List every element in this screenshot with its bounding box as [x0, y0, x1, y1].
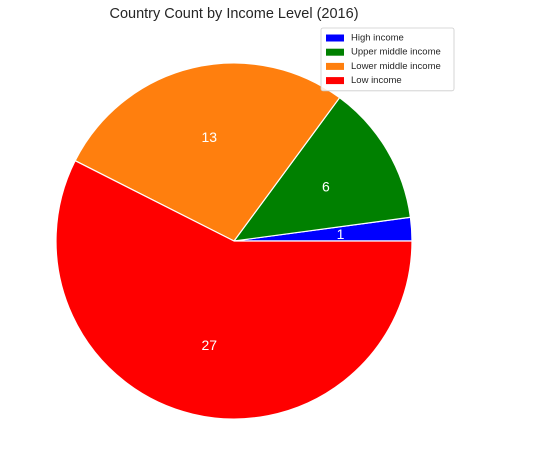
- legend-swatch-lower-middle-income: [326, 62, 344, 70]
- legend-frame: [320, 27, 455, 92]
- slice-value-label-upper-middle-income: 6: [322, 179, 330, 195]
- slice-value-label-high-income: 1: [337, 226, 345, 242]
- legend-label-high-income: High income: [351, 33, 404, 44]
- pie-slice-lower-middle-income: [74, 62, 341, 242]
- slice-labels: 1 6 13 27: [201, 129, 344, 353]
- legend-label-upper-middle-income: Upper middle income: [351, 47, 441, 58]
- pie-slice-low-income: [55, 160, 413, 420]
- legend: High income Upper middle income Lower midd…: [320, 27, 455, 92]
- pie-slice-upper-middle-income: [233, 97, 412, 242]
- legend-label-lower-middle-income: Lower middle income: [351, 61, 441, 72]
- legend-swatch-low-income: [326, 77, 344, 85]
- chart-title: Country Count by Income Level (2016): [109, 6, 358, 22]
- pie-slices: [55, 62, 413, 420]
- slice-value-label-low-income: 27: [201, 337, 217, 353]
- legend-swatch-upper-middle-income: [326, 48, 344, 56]
- slice-value-label-lower-middle-income: 13: [201, 129, 217, 145]
- legend-swatch-high-income: [326, 34, 344, 42]
- legend-label-low-income: Low income: [351, 75, 402, 86]
